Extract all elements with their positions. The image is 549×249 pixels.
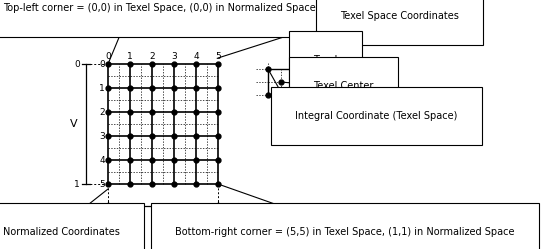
Text: 0: 0 [105, 213, 111, 222]
Text: 1: 1 [99, 83, 105, 92]
Text: 1: 1 [127, 52, 133, 61]
Text: 3: 3 [171, 52, 177, 61]
Text: Texel Space Coordinates: Texel Space Coordinates [340, 11, 459, 21]
Text: V: V [70, 119, 78, 129]
Text: Texel Center: Texel Center [313, 81, 373, 91]
Text: 4: 4 [193, 52, 199, 61]
Text: 5: 5 [215, 52, 221, 61]
Text: Integral Coordinate (Texel Space): Integral Coordinate (Texel Space) [295, 111, 457, 121]
Text: 0: 0 [99, 60, 105, 68]
Text: 0: 0 [74, 60, 80, 68]
Text: 2: 2 [99, 108, 105, 117]
Text: U: U [159, 213, 167, 223]
Text: 5: 5 [99, 180, 105, 188]
Text: Bottom-right corner = (5,5) in Texel Space, (1,1) in Normalized Space: Bottom-right corner = (5,5) in Texel Spa… [175, 227, 514, 237]
Text: Normalized Coordinates: Normalized Coordinates [3, 227, 120, 237]
Text: 1: 1 [215, 213, 221, 222]
Text: 1: 1 [74, 180, 80, 188]
Text: 3: 3 [99, 131, 105, 140]
Text: 2: 2 [149, 52, 155, 61]
Text: Texel: Texel [313, 55, 338, 65]
Text: Top-left corner = (0,0) in Texel Space, (0,0) in Normalized Space: Top-left corner = (0,0) in Texel Space, … [3, 3, 316, 13]
Text: 4: 4 [99, 155, 105, 165]
Text: 0: 0 [105, 52, 111, 61]
